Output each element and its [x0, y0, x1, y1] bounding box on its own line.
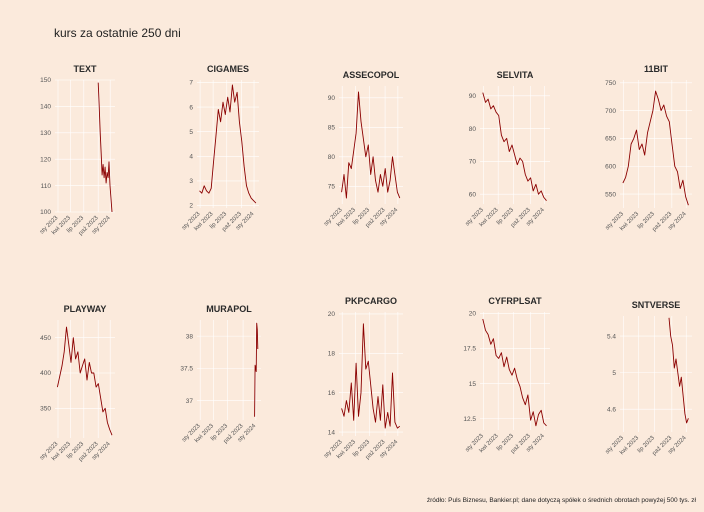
y-tick-label: 37 [186, 398, 194, 405]
y-tick-label: 20 [328, 311, 336, 318]
y-tick-label: 37.5 [180, 366, 193, 373]
y-tick-label: 110 [41, 183, 52, 190]
y-tick-label: 15 [469, 381, 477, 388]
price-line [482, 92, 547, 201]
y-tick-label: 38 [186, 333, 194, 340]
y-tick-label: 85 [328, 125, 336, 132]
price-line [341, 323, 401, 429]
panel-title: TEXT [73, 64, 97, 74]
y-tick-label: 16 [328, 390, 336, 397]
y-tick-label: 75 [328, 184, 336, 191]
y-tick-label: 600 [605, 163, 616, 170]
y-tick-label: 80 [469, 126, 477, 133]
price-line [341, 91, 401, 199]
y-tick-label: 70 [469, 159, 477, 166]
price-line [254, 322, 259, 417]
y-tick-label: 120 [40, 156, 51, 163]
y-tick-label: 14 [328, 429, 336, 436]
y-tick-label: 700 [605, 108, 616, 115]
y-tick-label: 150 [40, 77, 51, 84]
y-tick-label: 5 [189, 129, 193, 136]
y-tick-label: 4.6 [607, 406, 616, 413]
price-line [97, 82, 113, 213]
y-tick-label: 18 [328, 351, 336, 358]
price-line [668, 317, 689, 424]
price-line [56, 326, 113, 436]
y-tick-label: 350 [40, 406, 51, 413]
price-line [199, 84, 257, 204]
y-tick-label: 90 [469, 93, 477, 100]
y-tick-label: 400 [40, 370, 51, 377]
price-line [622, 90, 689, 206]
y-tick-label: 100 [40, 209, 51, 216]
y-tick-label: 750 [605, 80, 616, 87]
panel-title: CIGAMES [207, 64, 249, 74]
y-tick-label: 3 [189, 178, 193, 185]
y-tick-label: 130 [40, 130, 51, 137]
y-tick-label: 4 [189, 154, 193, 161]
y-tick-label: 5 [612, 370, 616, 377]
panel-title: PLAYWAY [64, 304, 107, 314]
price-line [482, 318, 547, 427]
y-tick-label: 12.5 [463, 416, 476, 423]
y-tick-label: 650 [605, 136, 616, 143]
panel-title: MURAPOL [206, 304, 252, 314]
y-tick-label: 5.4 [607, 333, 616, 340]
y-tick-label: 60 [469, 191, 477, 198]
y-tick-label: 550 [605, 191, 616, 198]
source-caption: źródło: Puls Biznesu, Bankier.pl; dane d… [426, 497, 696, 504]
y-tick-label: 2 [189, 203, 193, 210]
y-tick-label: 20 [469, 311, 477, 318]
panel-title: CYFRPLSAT [488, 296, 542, 306]
y-tick-label: 6 [189, 104, 193, 111]
page-title: kurs za ostatnie 250 dni [54, 26, 181, 40]
panel-title: PKPCARGO [345, 296, 397, 306]
y-tick-label: 7 [189, 80, 193, 87]
panel-title: 11BIT [644, 64, 669, 74]
panel-title: ASSECOPOL [343, 70, 400, 80]
y-tick-label: 450 [40, 335, 51, 342]
y-tick-label: 80 [328, 154, 336, 161]
panel-title: SNTVERSE [632, 300, 681, 310]
y-tick-label: 17.5 [463, 346, 476, 353]
y-tick-label: 90 [328, 95, 336, 102]
panel-title: SELVITA [497, 70, 534, 80]
y-tick-label: 140 [40, 104, 51, 111]
